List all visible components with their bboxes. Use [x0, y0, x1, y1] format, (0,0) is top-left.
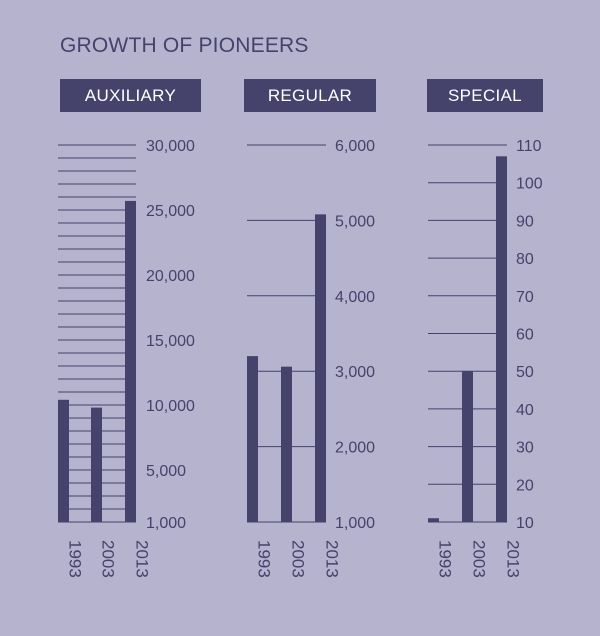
- special-tick-label: 10: [516, 515, 534, 532]
- special-tick-label: 20: [516, 477, 534, 494]
- special-tick-label: 50: [516, 364, 534, 381]
- special-tick-label: 110: [516, 138, 542, 155]
- regular-bar-2013: [315, 214, 326, 523]
- special-tick-label: 100: [516, 176, 543, 193]
- special-bar-2013: [496, 156, 507, 522]
- auxiliary-tick-label: 10,000: [146, 398, 195, 415]
- panel-header-special: SPECIAL: [427, 79, 543, 112]
- auxiliary-tick-label: 20,000: [146, 268, 195, 285]
- regular-tick-label: 5,000: [335, 213, 375, 230]
- special-tick-label: 80: [516, 251, 534, 268]
- auxiliary-tick-label: 30,000: [146, 138, 195, 155]
- special-tick-label: 90: [516, 213, 534, 230]
- regular-category-label: 2003: [289, 540, 308, 578]
- special-category-label: 1993: [436, 540, 455, 578]
- auxiliary-bar-1993: [58, 399, 69, 522]
- auxiliary-bar-2003: [91, 407, 102, 522]
- regular-bar-1993: [247, 356, 258, 522]
- special-tick-label: 40: [516, 402, 534, 419]
- special-tick-label: 30: [516, 440, 534, 457]
- regular-tick-label: 1,000: [335, 515, 375, 532]
- special-tick-label: 60: [516, 327, 534, 344]
- auxiliary-tick-label: 15,000: [146, 333, 195, 350]
- regular-tick-label: 6,000: [335, 138, 375, 155]
- auxiliary-category-label: 1993: [66, 540, 85, 578]
- auxiliary-tick-label: 25,000: [146, 203, 195, 220]
- special-bar-1993: [428, 518, 439, 522]
- auxiliary-category-label: 2003: [99, 540, 118, 578]
- auxiliary-tick-label: 1,000: [146, 515, 186, 532]
- regular-category-label: 1993: [255, 540, 274, 578]
- regular-tick-label: 2,000: [335, 440, 375, 457]
- special-category-label: 2003: [470, 540, 489, 578]
- auxiliary-category-label: 2013: [133, 540, 152, 578]
- regular-tick-label: 4,000: [335, 289, 375, 306]
- special-category-label: 2013: [504, 540, 523, 578]
- auxiliary-bar-2013: [125, 200, 136, 522]
- special-tick-label: 70: [516, 289, 534, 306]
- panel-header-regular: REGULAR: [244, 79, 376, 112]
- special-bar-2003: [462, 371, 473, 522]
- regular-tick-label: 3,000: [335, 364, 375, 381]
- regular-bar-2003: [281, 366, 292, 522]
- regular-category-label: 2013: [323, 540, 342, 578]
- chart-title: GROWTH OF PIONEERS: [60, 34, 309, 57]
- auxiliary-tick-label: 5,000: [146, 463, 186, 480]
- panel-header-auxiliary: AUXILIARY: [60, 79, 201, 112]
